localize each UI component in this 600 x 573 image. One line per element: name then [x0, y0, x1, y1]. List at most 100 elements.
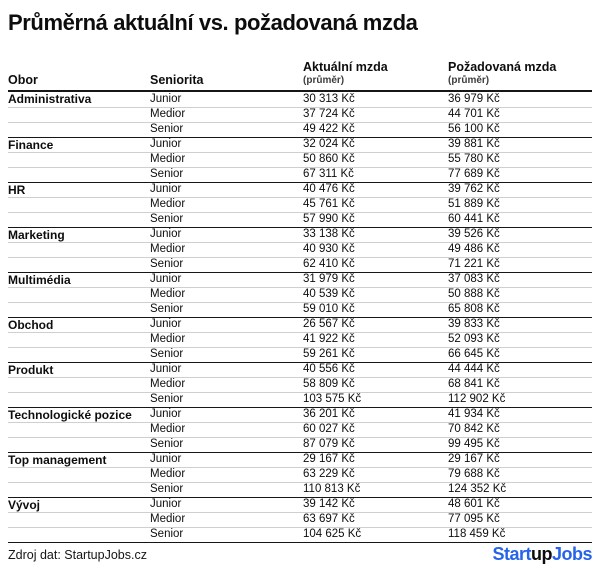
cell-current-salary: 59 261 Kč [303, 348, 355, 361]
cell-seniority: Junior [150, 363, 182, 376]
cell-seniority: Medior [150, 423, 186, 436]
table-row: Medior 41 922 Kč 52 093 Kč [8, 331, 592, 347]
cell-requested-salary: 48 601 Kč [448, 498, 500, 511]
cell-requested-salary: 44 444 Kč [448, 363, 500, 376]
table-row: Produkt Junior 40 556 Kč 44 444 Kč [8, 361, 592, 377]
startupjobs-logo: StartupJobs [492, 544, 592, 565]
table-row: Medior 58 809 Kč 68 841 Kč [8, 376, 592, 392]
cell-requested-salary: 112 902 Kč [448, 393, 506, 406]
cell-requested-salary: 37 083 Kč [448, 273, 500, 286]
table-row: Medior 60 027 Kč 70 842 Kč [8, 421, 592, 437]
footer: Zdroj dat: StartupJobs.cz StartupJobs [8, 543, 593, 573]
cell-requested-salary: 60 441 Kč [448, 213, 500, 226]
table-row: Marketing Junior 33 138 Kč 39 526 Kč [8, 226, 592, 242]
column-header-obor: Obor [8, 72, 38, 87]
cell-requested-salary: 51 889 Kč [448, 198, 500, 211]
table-row: Vývoj Junior 39 142 Kč 48 601 Kč [8, 496, 592, 512]
cell-current-salary: 40 556 Kč [303, 363, 355, 376]
cell-current-salary: 36 201 Kč [303, 408, 355, 421]
cell-seniority: Senior [150, 528, 184, 541]
cell-seniority: Medior [150, 108, 186, 121]
cell-requested-salary: 70 842 Kč [448, 423, 500, 436]
cell-requested-salary: 99 495 Kč [448, 438, 500, 451]
column-header-current-label: Aktuální mzda [303, 60, 388, 74]
cell-requested-salary: 77 689 Kč [448, 168, 500, 181]
cell-seniority: Senior [150, 303, 184, 316]
column-header-requested-label: Požadovaná mzda [448, 60, 557, 74]
cell-current-salary: 41 922 Kč [303, 333, 355, 346]
cell-current-salary: 32 024 Kč [303, 138, 355, 151]
cell-current-salary: 30 313 Kč [303, 92, 355, 105]
table-row: Obchod Junior 26 567 Kč 39 833 Kč [8, 316, 592, 332]
cell-current-salary: 39 142 Kč [303, 498, 355, 511]
table-row: Senior 62 410 Kč 71 221 Kč [8, 256, 592, 272]
cell-requested-salary: 124 352 Kč [448, 483, 507, 496]
cell-current-salary: 40 930 Kč [303, 243, 355, 256]
cell-current-salary: 60 027 Kč [303, 423, 355, 436]
cell-obor: Produkt [8, 362, 54, 377]
cell-obor: Marketing [8, 227, 65, 242]
table-row: Medior 37 724 Kč 44 701 Kč [8, 106, 592, 122]
cell-requested-salary: 52 093 Kč [448, 333, 500, 346]
cell-seniority: Medior [150, 288, 186, 301]
cell-current-salary: 103 575 Kč [303, 393, 362, 406]
cell-seniority: Medior [150, 243, 186, 256]
cell-current-salary: 104 625 Kč [303, 528, 362, 541]
cell-seniority: Senior [150, 438, 184, 451]
logo-part-start: Start [492, 544, 531, 565]
table-row: Senior 49 422 Kč 56 100 Kč [8, 121, 592, 137]
table-row: Multimédia Junior 31 979 Kč 37 083 Kč [8, 271, 592, 287]
cell-seniority: Medior [150, 153, 186, 166]
cell-requested-salary: 39 526 Kč [448, 228, 500, 241]
table-row: Senior 110 813 Kč 124 352 Kč [8, 481, 592, 497]
cell-obor: Multimédia [8, 272, 71, 287]
cell-seniority: Medior [150, 198, 186, 211]
cell-current-salary: 57 990 Kč [303, 213, 355, 226]
cell-requested-salary: 50 888 Kč [448, 288, 500, 301]
column-header-current-sublabel: (průměr) [303, 75, 345, 87]
cell-seniority: Junior [150, 453, 182, 466]
cell-obor: HR [8, 182, 26, 197]
cell-seniority: Junior [150, 318, 182, 331]
cell-seniority: Senior [150, 168, 184, 181]
table-row: Senior 103 575 Kč 112 902 Kč [8, 391, 592, 407]
cell-seniority: Senior [150, 483, 184, 496]
table-row: Senior 87 079 Kč 99 495 Kč [8, 436, 592, 452]
table-row: Senior 59 261 Kč 66 645 Kč [8, 346, 592, 362]
cell-requested-salary: 65 808 Kč [448, 303, 500, 316]
logo-part-jobs: Jobs [551, 544, 593, 565]
cell-current-salary: 26 567 Kč [303, 318, 355, 331]
cell-requested-salary: 77 095 Kč [448, 513, 500, 526]
cell-current-salary: 63 697 Kč [303, 513, 355, 526]
table-row: Senior 67 311 Kč 77 689 Kč [8, 166, 592, 182]
cell-seniority: Senior [150, 348, 184, 361]
column-header-requested-salary: Požadovaná mzda (průměr) [448, 60, 592, 87]
cell-requested-salary: 56 100 Kč [448, 123, 500, 136]
cell-obor: Administrativa [8, 92, 92, 107]
column-header-seniorita: Seniorita [150, 72, 204, 87]
cell-requested-salary: 29 167 Kč [448, 453, 500, 466]
cell-current-salary: 50 860 Kč [303, 153, 355, 166]
cell-requested-salary: 41 934 Kč [448, 408, 500, 421]
cell-obor: Finance [8, 137, 54, 152]
table-row: Medior 63 229 Kč 79 688 Kč [8, 466, 592, 482]
cell-current-salary: 58 809 Kč [303, 378, 355, 391]
cell-seniority: Senior [150, 258, 184, 271]
cell-current-salary: 67 311 Kč [303, 168, 354, 181]
data-source-note: Zdroj dat: StartupJobs.cz [8, 547, 147, 562]
table-row: Top management Junior 29 167 Kč 29 167 Kč [8, 451, 592, 467]
cell-requested-salary: 118 459 Kč [448, 528, 506, 541]
table-row: Senior 57 990 Kč 60 441 Kč [8, 211, 592, 227]
cell-seniority: Medior [150, 333, 186, 346]
cell-current-salary: 37 724 Kč [303, 108, 355, 121]
cell-obor: Top management [8, 452, 107, 467]
logo-part-up: up [530, 544, 553, 565]
cell-current-salary: 31 979 Kč [303, 273, 355, 286]
cell-obor: Obchod [8, 317, 54, 332]
cell-seniority: Medior [150, 513, 186, 526]
salary-table-body: Administrativa Junior 30 313 Kč 36 979 Kč Me… [8, 92, 592, 543]
table-row: Medior 40 539 Kč 50 888 Kč [8, 286, 592, 302]
cell-seniority: Junior [150, 228, 182, 241]
cell-seniority: Junior [150, 92, 182, 105]
cell-current-salary: 87 079 Kč [303, 438, 355, 451]
